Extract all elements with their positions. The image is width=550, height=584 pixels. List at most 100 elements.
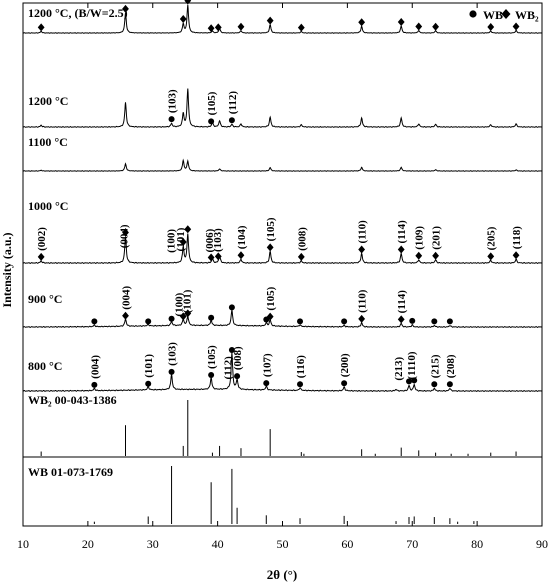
peak-marker-wb (228, 304, 235, 311)
miller-index-label: (101) (181, 289, 193, 313)
peak-marker-wb2 (297, 252, 305, 261)
peak-marker-wb (208, 118, 215, 125)
miller-index-label: (109) (414, 226, 426, 250)
miller-index-label: (103) (212, 228, 224, 252)
miller-index-label: (006) (204, 228, 216, 252)
miller-index-label: (205) (486, 226, 498, 250)
reference-name-1: WB 01-073-1769 (28, 465, 113, 479)
legend-wb-label: WB (483, 8, 503, 22)
peak-marker-wb (228, 346, 235, 353)
peak-marker-wb2 (214, 252, 222, 261)
peak-marker-wb2 (207, 24, 215, 33)
legend-wb2-marker (501, 9, 511, 19)
peak-marker-wb2 (184, 0, 192, 5)
x-tick-label: 60 (341, 537, 353, 551)
reference-1: WB 01-073-1769 (28, 465, 475, 524)
peak-marker-wb2 (122, 228, 129, 237)
miller-index-label: (100) (165, 229, 177, 253)
peak-marker-wb2 (179, 14, 187, 23)
reference-name-0: WB₂ 00-043-1386 (28, 393, 117, 407)
trace-name-5: 800 °C (28, 359, 62, 373)
y-axis-label: Intensity (a.u.) (0, 232, 14, 307)
x-tick-label: 80 (471, 537, 483, 551)
peak-marker-wb2 (432, 22, 440, 31)
peak-marker-wb (297, 318, 304, 325)
x-tick-label: 90 (536, 537, 548, 551)
peak-marker-wb2 (237, 251, 245, 260)
peak-marker-wb2 (358, 245, 366, 254)
x-tick-label: 70 (406, 537, 418, 551)
peak-marker-wb (411, 377, 418, 384)
miller-index-label: (213) (393, 356, 405, 380)
peak-marker-wb2 (179, 237, 187, 246)
miller-index-label: (110) (357, 220, 369, 244)
peak-marker-wb (341, 318, 348, 325)
peak-marker-wb (168, 315, 175, 322)
trace-2: 1100 °C (22, 135, 543, 172)
peak-marker-wb2 (415, 22, 423, 31)
peak-marker-wb2 (487, 252, 495, 261)
peak-marker-wb2 (266, 243, 274, 252)
miller-index-label: (118) (511, 226, 523, 250)
plot-frame (22, 2, 543, 527)
peak-marker-wb2 (207, 253, 215, 262)
x-tick-label: 40 (212, 537, 224, 551)
peak-marker-wb (446, 381, 453, 388)
miller-index-label: (104) (236, 225, 248, 249)
peak-marker-wb (208, 372, 215, 379)
peak-marker-wb (228, 117, 235, 124)
x-axis-label: 2θ (°) (267, 567, 297, 582)
peak-marker-wb (431, 381, 438, 388)
miller-index-label: (201) (431, 226, 443, 250)
miller-index-label: (110) (357, 289, 369, 313)
peak-marker-wb2 (358, 314, 366, 323)
miller-index-label: (105) (206, 345, 218, 369)
peak-marker-wb (341, 380, 348, 387)
peak-marker-wb (234, 373, 241, 380)
peak-marker-wb (446, 318, 453, 325)
peak-marker-wb2 (415, 251, 423, 260)
peak-marker-wb2 (184, 225, 192, 234)
peak-marker-wb (297, 381, 304, 388)
miller-index-label: (100) (174, 292, 186, 316)
diffraction-traces: 1200 °C, (B/W=2.5) 1200 °C (103) (105) (112)… (22, 0, 543, 392)
trace-line-2 (22, 158, 543, 172)
trace-3: 1000 °C (002) (004) (100)(101) (006)(103) (10… (22, 199, 543, 264)
x-tick-label: 20 (82, 537, 94, 551)
miller-index-label: (116) (295, 355, 307, 379)
peak-marker-wb (168, 368, 175, 375)
peak-marker-wb (263, 380, 270, 387)
miller-index-label: (200) (339, 353, 351, 377)
miller-index-label: (114) (396, 290, 408, 314)
peak-marker-wb2 (214, 23, 222, 32)
peak-marker-wb2 (297, 23, 305, 32)
x-tick-label: 30 (147, 537, 159, 551)
peak-marker-wb2 (487, 23, 495, 32)
miller-index-label: (107) (261, 353, 273, 377)
peak-marker-wb2 (122, 4, 129, 13)
miller-index-label: (004) (121, 286, 133, 310)
peak-marker-wb (168, 116, 175, 123)
peak-marker-wb2 (397, 315, 405, 324)
peak-marker-wb2 (266, 16, 274, 25)
miller-index-label: (103) (167, 89, 179, 113)
x-axis-ticks: 10 20 30 40 50 60 70 80 90 (17, 3, 548, 551)
legend-wb-marker (469, 10, 477, 18)
peak-marker-wb2 (266, 312, 274, 321)
peak-marker-wb (145, 318, 152, 325)
legend-wb2-label: WB₂ (515, 8, 539, 22)
miller-index-label: (112) (227, 91, 239, 115)
peak-marker-wb2 (512, 251, 520, 260)
miller-index-label: (112) (222, 356, 234, 380)
peak-marker-wb2 (432, 251, 440, 260)
peak-marker-wb (406, 378, 413, 385)
peak-marker-wb (431, 318, 438, 325)
trace-5: 800 °C (004) (101) (103) (105) (112)(008) (107… (22, 342, 543, 392)
miller-index-label: (008) (232, 346, 244, 370)
miller-index-label: (114) (396, 220, 408, 244)
peak-marker-wb2 (397, 17, 405, 26)
x-tick-label: 50 (277, 537, 289, 551)
peak-marker-wb2 (397, 245, 405, 254)
miller-index-label: (101) (143, 354, 155, 378)
